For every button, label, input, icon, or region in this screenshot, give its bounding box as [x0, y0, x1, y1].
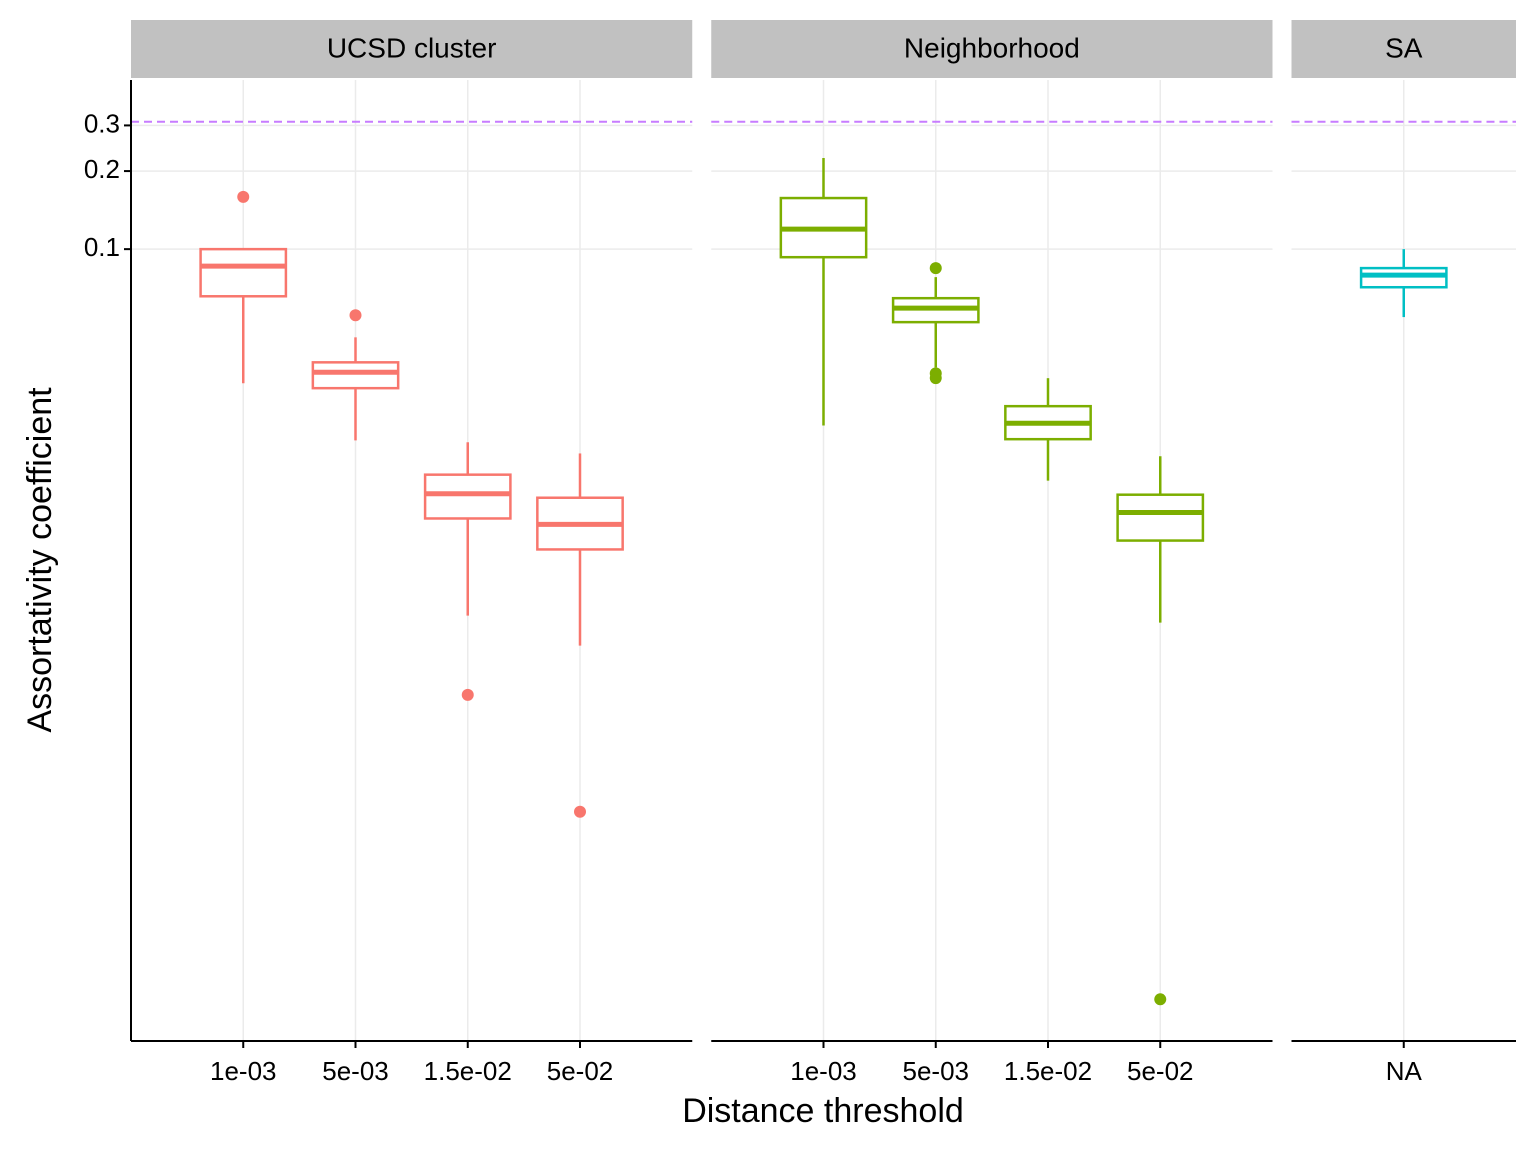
outlier	[929, 262, 942, 275]
x-axis-title: Distance threshold	[682, 1092, 964, 1130]
facet-label: UCSD cluster	[327, 32, 497, 63]
facet-label: SA	[1385, 32, 1423, 63]
box	[423, 473, 512, 520]
box	[1359, 266, 1448, 289]
outlier	[461, 688, 474, 701]
y-tick-label: 0.1	[84, 232, 120, 262]
y-tick-label: 0.2	[84, 154, 120, 184]
outlier	[1154, 993, 1167, 1006]
y-tick-label: 0.3	[84, 108, 120, 138]
y-axis-title: Assortativity coefficient	[21, 387, 59, 733]
x-tick-label: 1e-03	[210, 1056, 277, 1086]
x-tick-label: 5e-03	[903, 1056, 970, 1086]
outlier	[574, 805, 586, 818]
x-tick-label: 5e-02	[547, 1056, 614, 1086]
outlier	[237, 190, 250, 203]
x-tick-label: 5e-03	[322, 1056, 389, 1086]
x-tick-label: 1.5e-02	[424, 1056, 512, 1086]
box	[199, 247, 288, 298]
facet-strip	[131, 20, 693, 78]
x-tick-label: 1.5e-02	[1004, 1056, 1092, 1086]
x-tick-label: NA	[1386, 1056, 1423, 1086]
x-tick-label: 5e-02	[1127, 1056, 1194, 1086]
x-tick-label: 1e-03	[790, 1056, 857, 1086]
outlier	[929, 372, 942, 385]
facet-strip	[1291, 20, 1516, 78]
box	[1116, 493, 1205, 542]
box	[311, 361, 400, 390]
outlier	[349, 309, 362, 322]
facet-label: Neighborhood	[904, 32, 1080, 63]
facet-strip	[711, 20, 1273, 78]
